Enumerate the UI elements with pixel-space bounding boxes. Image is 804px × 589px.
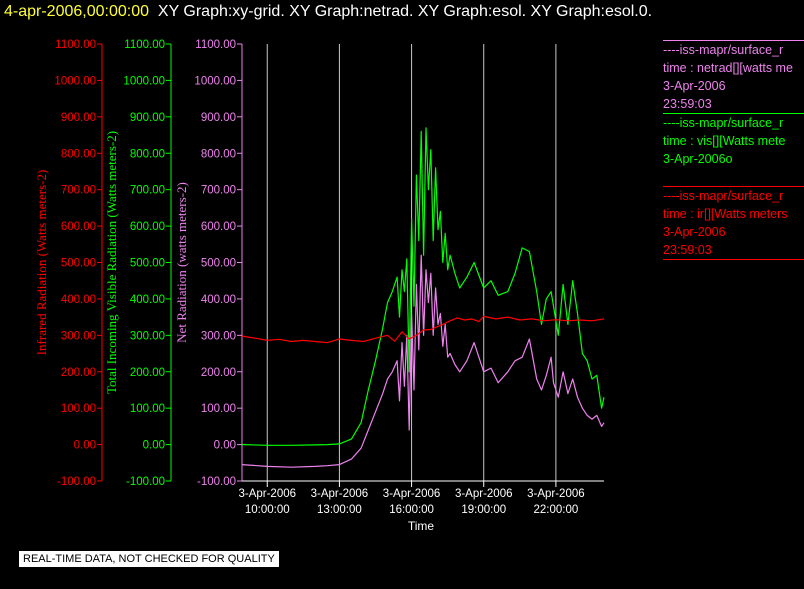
y-tick-label-2-12: 1100.00 bbox=[195, 39, 236, 51]
y-tick-label-1-10: 900.00 bbox=[130, 112, 165, 124]
legend-entry-2-line-0: ----iss-mapr/surface_r bbox=[663, 189, 784, 203]
legend-entry-1-line-1: time : vis[][Watts mete bbox=[663, 134, 786, 148]
y-tick-label-1-3: 200.00 bbox=[130, 367, 165, 379]
header-titles: XY Graph:xy-grid. XY Graph:netrad. XY Gr… bbox=[157, 3, 653, 20]
x-tick-label-date-2: 3-Apr-2006 bbox=[383, 488, 441, 500]
y-tick-label-1-1: 0.00 bbox=[143, 440, 165, 452]
y-tick-label-0-4: 300.00 bbox=[61, 330, 96, 342]
series-line-2 bbox=[241, 315, 605, 344]
y-tick-label-2-1: 0.00 bbox=[214, 440, 236, 452]
x-tick-label-time-0: 10:00:00 bbox=[245, 504, 290, 516]
x-tick-label-time-1: 13:00:00 bbox=[317, 504, 362, 516]
y-tick-label-1-7: 600.00 bbox=[130, 221, 165, 233]
legend-entry-2-line-3: 23:59:03 bbox=[663, 243, 712, 257]
legend-entry-0-line-0: ----iss-mapr/surface_r bbox=[663, 43, 784, 57]
y-tick-label-0-6: 500.00 bbox=[61, 258, 96, 270]
legend-entry-0-line-1: time : netrad[][watts me bbox=[663, 61, 793, 75]
y-tick-label-1-11: 1000.00 bbox=[123, 75, 165, 87]
y-tick-label-1-12: 1100.00 bbox=[124, 39, 165, 51]
x-tick-label-date-0: 3-Apr-2006 bbox=[238, 488, 296, 500]
y-tick-label-0-10: 900.00 bbox=[61, 112, 96, 124]
legend-bottom-rule bbox=[663, 259, 804, 260]
y-tick-label-2-5: 400.00 bbox=[201, 294, 236, 306]
y-tick-label-2-7: 600.00 bbox=[201, 221, 236, 233]
y-tick-label-2-4: 300.00 bbox=[201, 330, 236, 342]
legend-entry-2-line-1: time : ir[][Watts meters bbox=[663, 207, 788, 221]
x-tick-label-time-3: 19:00:00 bbox=[461, 504, 506, 516]
y-tick-label-1-5: 400.00 bbox=[130, 294, 165, 306]
y-tick-label-2-3: 200.00 bbox=[201, 367, 236, 379]
legend-entry-2-line-2: 3-Apr-2006 bbox=[663, 225, 726, 239]
y-axis-title-0: Infrared Radiation (Watts meters-2) bbox=[34, 170, 49, 356]
x-tick-label-time-4: 22:00:00 bbox=[534, 504, 579, 516]
y-tick-label-2-11: 1000.00 bbox=[194, 75, 236, 87]
series-line-1 bbox=[241, 254, 605, 468]
legend-entry-1-line-0: ----iss-mapr/surface_r bbox=[663, 116, 784, 130]
y-axis-title-1: Total Incoming Visible Radiation (Watts … bbox=[104, 131, 119, 394]
y-axis-title-2: Net Radiation (watts meters-2) bbox=[174, 182, 189, 343]
quality-disclaimer: REAL-TIME DATA, NOT CHECKED FOR QUALITY bbox=[19, 551, 279, 567]
x-axis-title: Time bbox=[408, 519, 435, 533]
y-tick-label-0-0: -100.00 bbox=[57, 476, 96, 488]
y-tick-label-0-11: 1000.00 bbox=[54, 75, 96, 87]
y-tick-label-0-7: 600.00 bbox=[61, 221, 96, 233]
x-tick-label-date-1: 3-Apr-2006 bbox=[311, 488, 369, 500]
y-tick-label-1-9: 800.00 bbox=[130, 148, 165, 160]
legend-entry-0-line-2: 3-Apr-2006 bbox=[663, 79, 726, 93]
header-date: 4-apr-2006,00:00:00 bbox=[4, 3, 149, 20]
y-tick-label-1-0: -100.00 bbox=[126, 476, 165, 488]
y-tick-label-2-2: 100.00 bbox=[201, 403, 236, 415]
y-tick-label-0-8: 700.00 bbox=[61, 185, 96, 197]
y-tick-label-2-10: 900.00 bbox=[201, 112, 236, 124]
y-tick-label-0-5: 400.00 bbox=[61, 294, 96, 306]
y-tick-label-2-6: 500.00 bbox=[201, 258, 236, 270]
y-tick-label-2-0: -100.00 bbox=[197, 476, 236, 488]
y-tick-label-1-8: 700.00 bbox=[130, 185, 165, 197]
y-tick-label-1-4: 300.00 bbox=[130, 330, 165, 342]
legend-entry-1-line-2: 3-Apr-2006o bbox=[663, 152, 733, 166]
y-tick-label-2-8: 700.00 bbox=[201, 185, 236, 197]
y-tick-label-2-9: 800.00 bbox=[201, 148, 236, 160]
y-tick-label-0-2: 100.00 bbox=[61, 403, 96, 415]
legend-entry-0-line-3: 23:59:03 bbox=[663, 97, 712, 111]
x-tick-label-time-2: 16:00:00 bbox=[389, 504, 434, 516]
y-tick-label-0-3: 200.00 bbox=[61, 367, 96, 379]
y-tick-label-0-1: 0.00 bbox=[74, 440, 96, 452]
x-tick-label-date-3: 3-Apr-2006 bbox=[455, 488, 513, 500]
y-tick-label-0-12: 1100.00 bbox=[55, 39, 96, 51]
x-tick-label-date-4: 3-Apr-2006 bbox=[527, 488, 585, 500]
header-bar: 4-apr-2006,00:00:00 XY Graph:xy-grid. XY… bbox=[4, 2, 652, 22]
y-tick-label-0-9: 800.00 bbox=[61, 148, 96, 160]
series-line-0 bbox=[241, 127, 605, 446]
y-tick-label-1-6: 500.00 bbox=[130, 258, 165, 270]
y-tick-label-1-2: 100.00 bbox=[130, 403, 165, 415]
